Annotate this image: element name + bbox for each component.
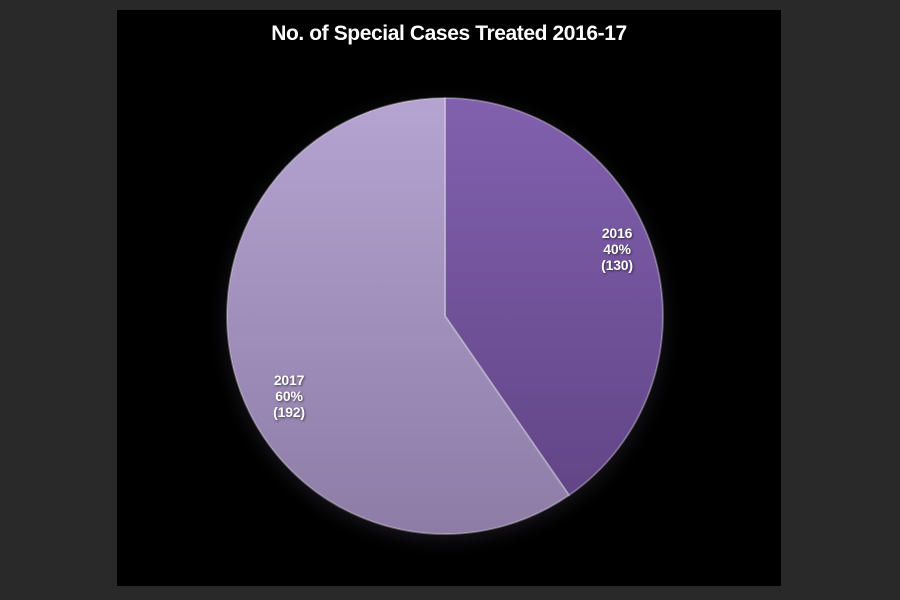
slice-label-2016: 2016 40% (130) xyxy=(601,225,633,273)
slice-label-2017: 2017 60% (192) xyxy=(273,372,305,420)
slice-2016-category: 2016 xyxy=(601,225,633,241)
slice-2016-percent: 40% xyxy=(603,241,631,257)
chart-title: No. of Special Cases Treated 2016-17 xyxy=(271,22,627,45)
slice-2017-category: 2017 xyxy=(273,372,305,388)
slice-2017-percent: 60% xyxy=(275,388,303,404)
slice-2016-count: (130) xyxy=(601,257,633,273)
pie-slice-2017 xyxy=(226,97,570,535)
pie-slice-2016 xyxy=(444,97,664,497)
pie-chart xyxy=(226,97,664,535)
slide-canvas: No. of Special Cases Treated 2016-17 201… xyxy=(117,10,781,586)
slice-2017-count: (192) xyxy=(273,404,305,420)
